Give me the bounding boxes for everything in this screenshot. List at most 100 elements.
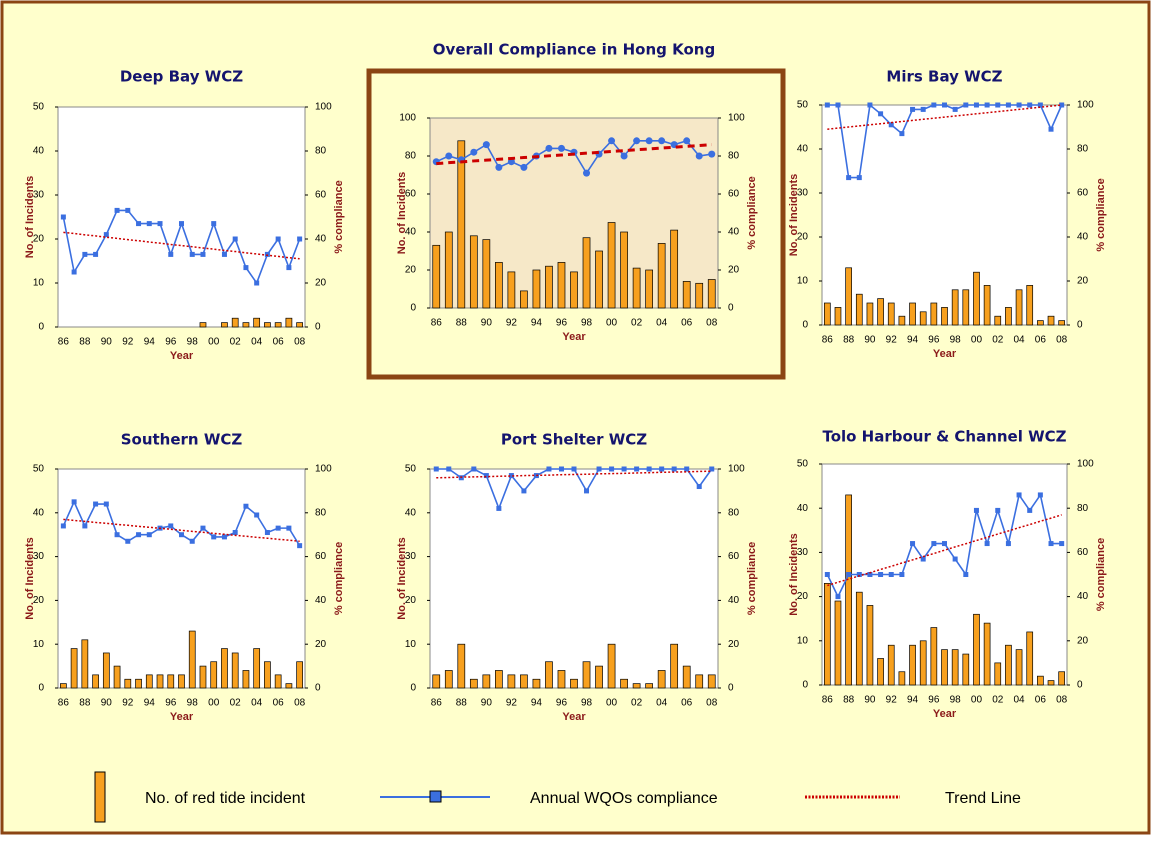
line-marker xyxy=(71,499,77,505)
line-marker xyxy=(546,466,552,472)
line-marker xyxy=(433,466,439,472)
x-tick-label: 90 xyxy=(864,695,876,706)
line-marker xyxy=(878,111,884,117)
bar xyxy=(983,285,991,326)
bar xyxy=(670,229,679,309)
line-marker xyxy=(60,214,66,220)
bar xyxy=(264,661,271,689)
bar xyxy=(887,302,895,326)
bar xyxy=(887,644,895,686)
line-marker xyxy=(495,163,503,171)
x-tick-label: 08 xyxy=(294,337,306,348)
x-tick-label: 02 xyxy=(992,335,1004,346)
line-marker xyxy=(931,541,937,547)
line-marker xyxy=(114,207,120,213)
x-tick-label: 96 xyxy=(556,318,568,329)
x-tick-label: 00 xyxy=(606,318,618,329)
y-tick-label: 40 xyxy=(33,507,45,518)
y-tick-label: 80 xyxy=(405,151,417,162)
bar xyxy=(444,670,453,689)
x-tick-label: 88 xyxy=(456,698,468,709)
bar xyxy=(60,683,67,689)
bar xyxy=(1058,320,1066,326)
y-tick-label: 40 xyxy=(405,507,417,518)
line-marker xyxy=(634,466,640,472)
y-tick-label: 60 xyxy=(405,189,417,200)
y2-tick-label: 100 xyxy=(1077,459,1094,470)
bar xyxy=(1026,285,1034,326)
x-tick-label: 02 xyxy=(631,318,643,329)
bar xyxy=(296,661,303,689)
line-marker xyxy=(60,523,66,529)
line-marker xyxy=(846,175,852,181)
line-marker xyxy=(645,137,653,145)
bar xyxy=(457,140,466,309)
bar xyxy=(983,622,991,686)
y2-tick-label: 100 xyxy=(728,113,745,124)
line-marker xyxy=(297,236,303,242)
bar xyxy=(231,317,239,328)
line-marker xyxy=(189,538,195,544)
x-tick-label: 06 xyxy=(1035,695,1047,706)
x-tick-label: 96 xyxy=(928,695,940,706)
x-tick-label: 92 xyxy=(506,318,518,329)
bar xyxy=(620,231,628,309)
bar xyxy=(1005,644,1012,686)
y2-tick-label: 60 xyxy=(315,190,327,201)
x-tick-label: 96 xyxy=(165,337,177,348)
line-marker xyxy=(521,488,527,494)
bar xyxy=(595,250,603,309)
bar xyxy=(632,683,641,689)
bar xyxy=(113,665,121,689)
y2-tick-label: 80 xyxy=(728,507,740,518)
line-marker xyxy=(125,207,131,213)
bar xyxy=(607,222,616,309)
bar xyxy=(707,279,716,309)
y2-tick-label: 100 xyxy=(315,102,332,113)
bar xyxy=(682,281,691,309)
y-tick-label: 20 xyxy=(405,595,417,606)
line-marker xyxy=(470,148,478,156)
line-marker xyxy=(683,137,691,145)
line-marker xyxy=(1016,102,1022,108)
x-axis-label: Year xyxy=(170,350,194,362)
y-axis-label: No. of Incidents xyxy=(396,537,408,620)
x-tick-label: 96 xyxy=(165,698,177,709)
y2-tick-label: 100 xyxy=(728,464,745,475)
bar xyxy=(124,678,132,689)
line-marker xyxy=(297,543,303,549)
line-marker xyxy=(264,530,270,536)
bar xyxy=(156,674,164,689)
x-tick-label: 90 xyxy=(864,335,876,346)
x-tick-label: 92 xyxy=(122,698,134,709)
y2-tick-label: 0 xyxy=(728,683,734,694)
y-tick-label: 10 xyxy=(797,276,809,287)
y-tick-label: 10 xyxy=(405,639,417,650)
bar xyxy=(941,649,948,686)
legend-marker-icon xyxy=(429,790,442,803)
line-marker xyxy=(910,106,916,112)
y2-tick-label: 40 xyxy=(1077,591,1089,602)
y2-tick-label: 40 xyxy=(1077,232,1089,243)
y-tick-label: 30 xyxy=(797,188,809,199)
line-marker xyxy=(621,466,627,472)
x-tick-label: 06 xyxy=(273,337,285,348)
y-tick-label: 0 xyxy=(38,683,44,694)
bar xyxy=(632,267,641,309)
line-marker xyxy=(508,473,514,479)
bar xyxy=(264,322,271,328)
line-marker xyxy=(275,525,281,531)
line-marker xyxy=(867,102,873,108)
y2-tick-label: 40 xyxy=(728,227,740,238)
bar xyxy=(582,661,591,689)
y2-tick-label: 80 xyxy=(315,507,327,518)
x-tick-label: 04 xyxy=(251,698,263,709)
bar xyxy=(607,643,616,689)
bar xyxy=(582,237,591,309)
bar xyxy=(210,661,218,689)
y2-tick-label: 20 xyxy=(1077,276,1089,287)
x-axis-label: Year xyxy=(562,331,586,343)
line-marker xyxy=(445,152,453,160)
line-marker xyxy=(557,144,565,152)
line-marker xyxy=(835,102,841,108)
